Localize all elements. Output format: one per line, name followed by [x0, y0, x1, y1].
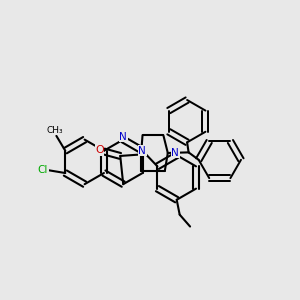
Text: N: N [119, 132, 127, 142]
Text: N: N [171, 148, 179, 158]
Text: CH₃: CH₃ [46, 126, 63, 135]
Text: N: N [138, 146, 146, 156]
Text: Cl: Cl [38, 165, 48, 175]
Text: O: O [95, 145, 104, 155]
